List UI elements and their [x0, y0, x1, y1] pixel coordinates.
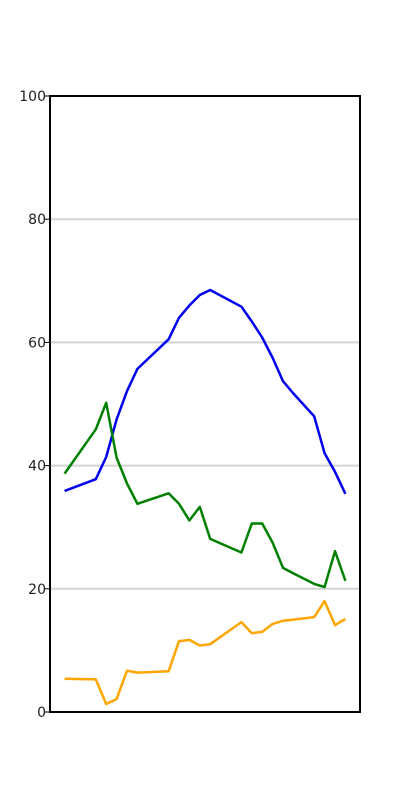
y-tick-label-100: 100 [19, 89, 46, 105]
y-tick-label-80: 80 [28, 212, 46, 228]
gridlines [50, 218, 360, 590]
y-tick-label-20: 20 [28, 582, 46, 598]
y-tick-label-40: 40 [28, 459, 46, 475]
plot-frame [49, 95, 361, 713]
y-axis-ticks: 0 20 40 60 80 100 [19, 89, 50, 721]
y-tick-label-0: 0 [37, 705, 46, 721]
y-tick-label-60: 60 [28, 335, 46, 351]
series-lines [63, 288, 347, 706]
series-line-blue [64, 288, 347, 495]
series-line-green [63, 401, 347, 589]
series-line-orange [64, 599, 347, 706]
